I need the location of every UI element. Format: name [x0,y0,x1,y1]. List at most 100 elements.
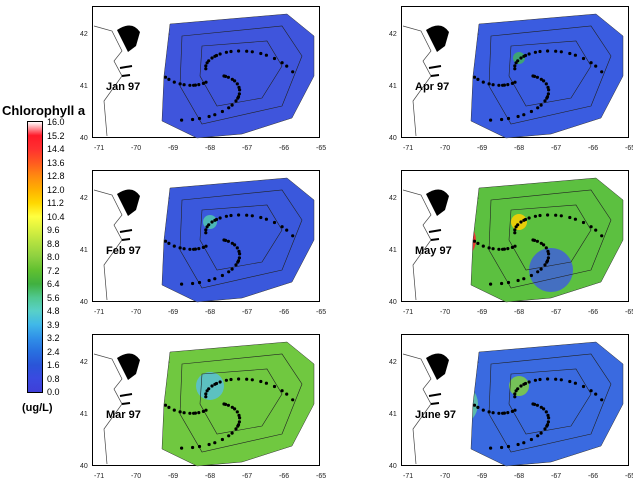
station-dot [546,249,550,253]
station-dot [192,83,196,87]
station-dot [226,403,230,407]
station-dot [589,61,593,65]
x-tick-label: -66 [279,473,289,480]
station-dot [573,217,577,221]
coastline [93,25,123,137]
station-dot [533,378,537,382]
legend-title: Chlorophyll a [2,103,86,118]
month-label: June 97 [415,409,456,421]
station-dot [197,116,202,121]
station-dot [568,51,572,56]
station-dot [523,381,528,386]
station-dot [506,444,511,449]
station-dot [481,80,485,84]
x-tick-label: -65 [625,473,633,480]
station-dot [230,77,234,81]
station-dot [527,380,531,384]
island-landmass [428,65,442,77]
station-dot [476,77,480,81]
y-tick-label: 42 [389,359,397,366]
station-dot [532,238,537,242]
station-dot [519,56,523,60]
y-tick-label: 40 [80,135,88,142]
legend-level-label: 0.8 [47,373,60,384]
y-tick-label: 40 [80,299,88,306]
legend-level-label: 15.2 [47,130,65,141]
station-dot [594,64,598,68]
station-dot [513,64,517,68]
station-dot [207,114,211,119]
station-dot [510,81,514,85]
legend-level-label: 14.4 [47,144,65,154]
station-dot [500,117,504,122]
station-dot [522,441,526,445]
station-dot [543,427,547,431]
station-dot [227,106,231,110]
x-tick-label: -66 [588,145,598,152]
cape-cod-landmass [117,353,140,380]
station-dot [210,56,214,60]
month-label: May 97 [415,245,452,257]
station-dot [501,83,505,87]
depth-contour [488,353,612,453]
station-dot [513,80,517,84]
island-landmass [428,393,442,405]
station-dot [207,442,211,447]
station-dot [250,50,254,54]
x-tick-label: -65 [625,145,633,152]
station-dot [172,80,176,84]
station-dot [539,405,543,409]
station-dot [167,77,171,81]
station-dot [264,53,268,57]
station-dot [522,113,526,117]
station-dot [237,420,241,424]
x-tick-label: -67 [551,473,561,480]
station-dot [527,52,531,56]
station-dot [291,234,295,238]
bank-outline [161,13,315,139]
station-dot [532,74,537,78]
station-dot [472,403,477,407]
station-dot [229,213,233,218]
station-dot [547,252,551,256]
chlorophyll-patch [509,376,529,396]
chlorophyll-field [162,14,314,138]
station-dot [172,408,176,412]
y-tick-label: 42 [80,31,88,38]
x-tick-label: -68 [205,145,215,152]
map-panel-jan: Jan 97 -71 -70 -69 -68 -67 -66 -65 42 41 40 [80,6,326,154]
station-dot [223,238,228,242]
legend-level-label: 2.4 [47,346,60,357]
station-dot [506,247,510,251]
legend-level-label: 12.8 [47,171,65,181]
station-dot [229,377,233,382]
station-dot [285,228,289,232]
x-tick-label: -68 [514,473,524,480]
station-dot [227,434,231,438]
legend-colorbar [27,121,43,393]
x-tick-label: -69 [168,309,178,316]
station-dot [516,278,520,283]
station-dot [178,246,182,250]
station-dot [218,216,222,220]
station-dot [516,442,520,447]
station-dot [236,424,240,428]
x-tick-label: -70 [131,145,141,152]
station-dot [236,96,240,100]
station-dot [205,389,209,393]
x-tick-label: -68 [205,309,215,316]
bank-outline [470,177,624,303]
y-tick-label: 42 [80,195,88,202]
station-dot [180,282,184,286]
y-tick-label: 40 [389,299,397,306]
map-panel-apr: Apr 97 -71 -70 -69 -68 -67 -66 -65 42 41 40 [389,6,633,154]
station-dot [546,92,550,96]
station-dot [229,49,233,54]
legend-level-label: 10.4 [47,211,65,222]
depth-contour [179,189,303,289]
station-dot [259,51,263,56]
station-dot [581,384,586,389]
station-dot [506,116,511,121]
station-dot [213,113,217,117]
station-dot [204,244,208,248]
